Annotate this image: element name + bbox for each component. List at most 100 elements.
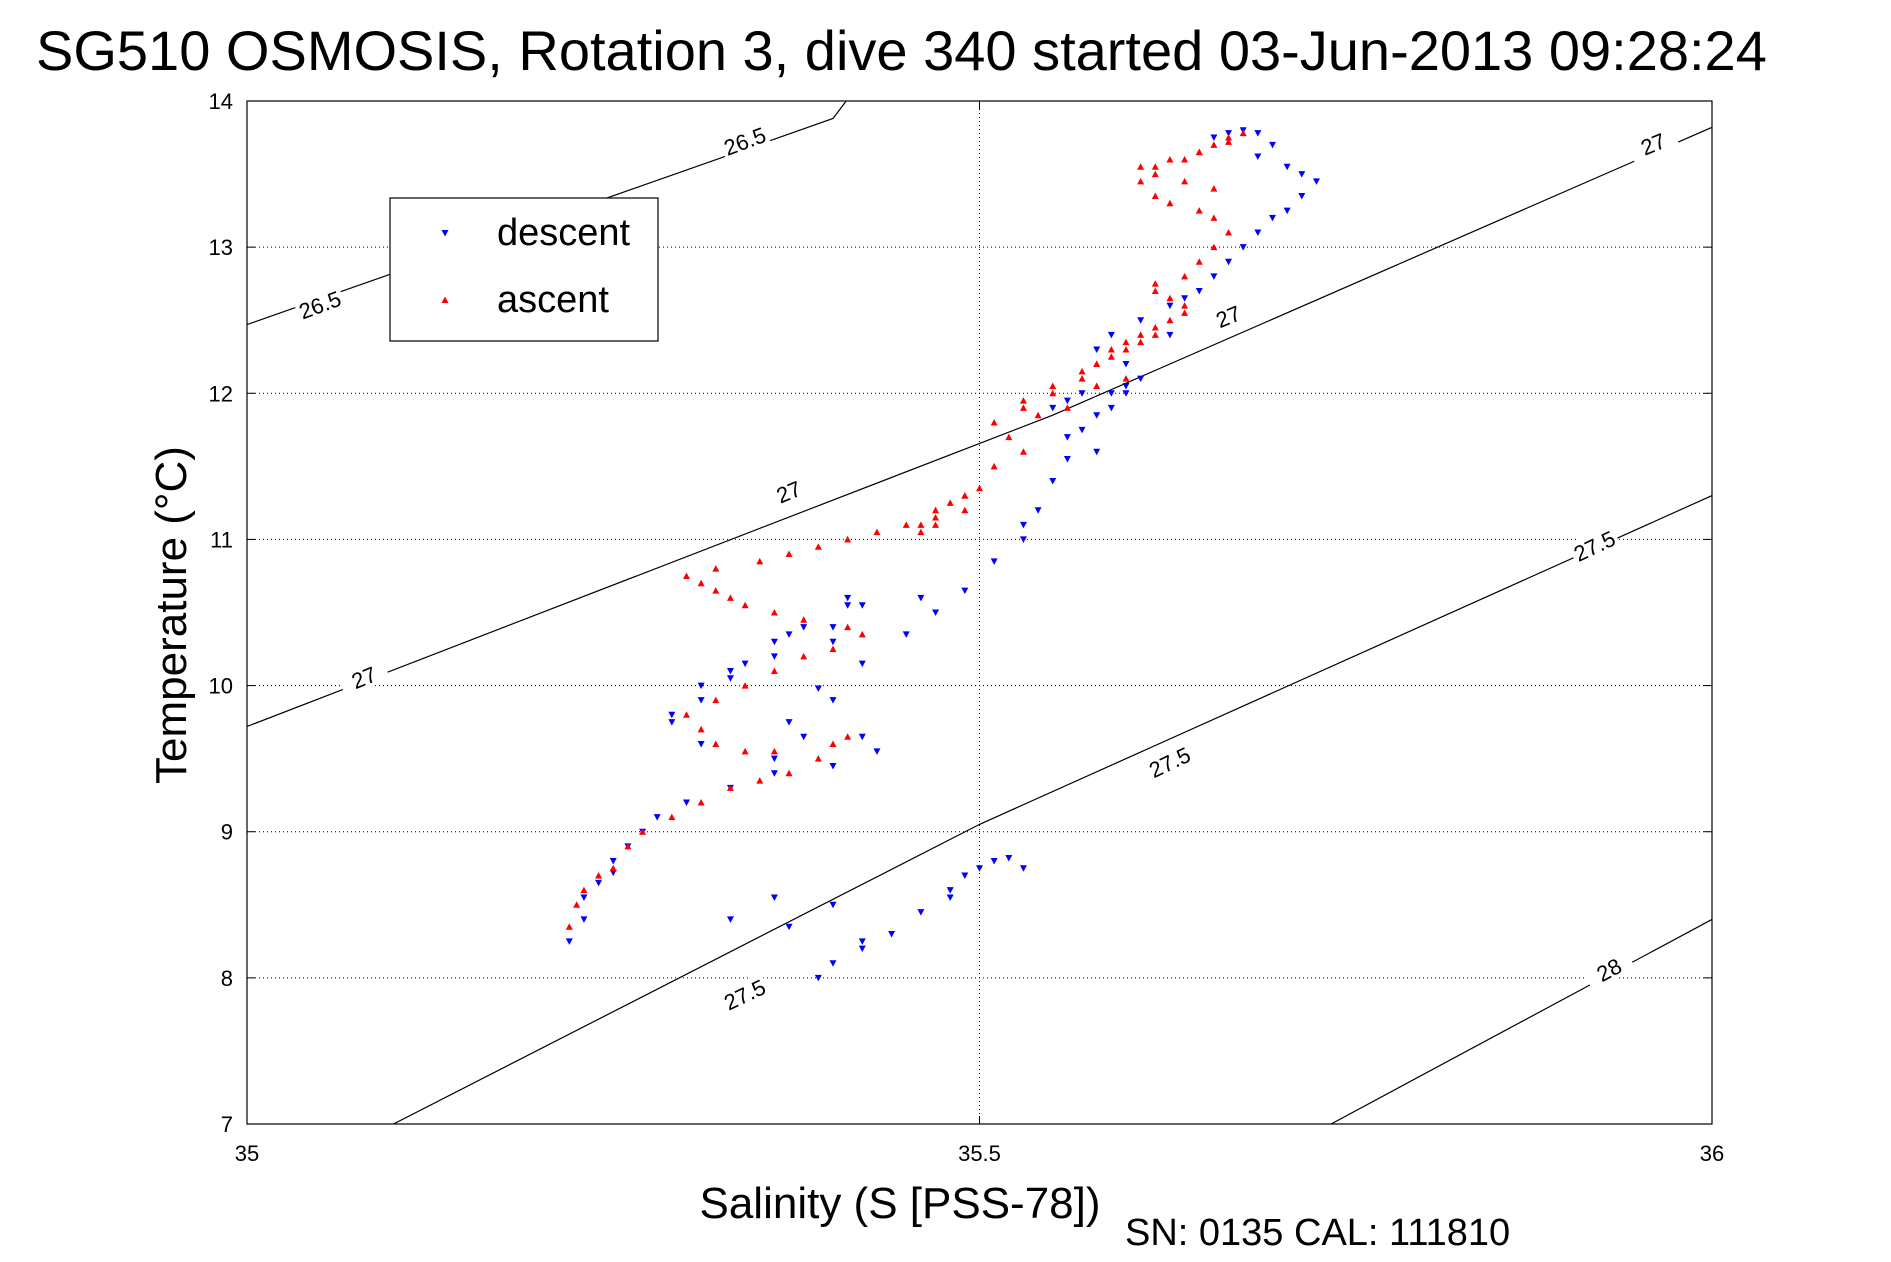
- ascent-point: [1107, 345, 1115, 353]
- descent-point: [1093, 448, 1101, 456]
- descent-point: [932, 609, 940, 616]
- ascent-point: [1166, 294, 1174, 302]
- descent-point: [697, 741, 705, 748]
- ascent-point: [1122, 338, 1130, 346]
- descent-point: [697, 682, 705, 690]
- descent-point: [609, 857, 617, 865]
- y-tick-label: 14: [209, 89, 233, 114]
- descent-point: [1166, 331, 1174, 339]
- ascent-point: [1181, 155, 1189, 163]
- ascent-point: [1078, 375, 1086, 382]
- ascent-point: [1195, 258, 1203, 265]
- descent-point: [829, 638, 837, 646]
- ascent-point: [946, 499, 954, 506]
- descent-point: [976, 865, 983, 872]
- ascent-point: [683, 711, 690, 718]
- descent-point: [770, 653, 778, 660]
- ascent-point: [844, 733, 852, 740]
- descent-point: [1210, 134, 1218, 142]
- density-contour-27.5: [393, 495, 1712, 1124]
- descent-point: [873, 748, 881, 755]
- y-tick-label: 10: [209, 674, 233, 699]
- descent-point: [580, 916, 588, 923]
- legend-marker-descent: [441, 230, 449, 237]
- legend-label-ascent: ascent: [497, 279, 609, 321]
- legend: descent ascent: [389, 197, 659, 342]
- ascent-point: [961, 492, 969, 499]
- contour-label-text: 26.5: [720, 122, 769, 160]
- ascent-point: [712, 696, 720, 704]
- ascent-point: [1019, 448, 1027, 455]
- contour-label-27.5: 27.5: [717, 972, 772, 1015]
- descent-point: [726, 675, 734, 682]
- descent-point: [683, 799, 690, 806]
- descent-point: [829, 960, 837, 967]
- ascent-point: [1151, 170, 1159, 178]
- descent-point: [888, 931, 896, 938]
- descent-point: [829, 901, 837, 909]
- ascent-point: [697, 579, 705, 587]
- descent-point: [800, 733, 808, 741]
- ascent-point: [712, 740, 720, 748]
- contour-label-backdrop: [1201, 295, 1255, 336]
- ascent-point: [1137, 163, 1145, 170]
- ascent-point: [1210, 214, 1218, 221]
- ascent-point: [917, 521, 925, 528]
- descent-point: [770, 755, 778, 763]
- serial-calibration-footer: SN: 0135 CAL: 111810: [1125, 1212, 1510, 1254]
- descent-point: [917, 594, 925, 602]
- ascent-point: [624, 842, 632, 850]
- descent-point: [946, 894, 954, 901]
- descent-point: [1034, 507, 1042, 514]
- ascent-point: [580, 886, 588, 894]
- chart-title: SG510 OSMOSIS, Rotation 3, dive 340 star…: [36, 19, 1767, 82]
- contour-label-backdrop: [1142, 740, 1196, 783]
- descent-point: [1078, 390, 1086, 397]
- descent-point: [829, 624, 837, 631]
- descent-point: [653, 814, 661, 821]
- ascent-point: [770, 747, 778, 755]
- descent-point: [1005, 855, 1013, 862]
- descent-point: [1122, 382, 1130, 390]
- descent-point: [1019, 521, 1027, 529]
- legend-box: [389, 197, 659, 342]
- ascent-point: [1107, 353, 1115, 360]
- contour-label-backdrop: [336, 656, 391, 697]
- ascent-point: [1225, 134, 1233, 141]
- ascent-point: [1019, 404, 1027, 411]
- descent-point: [1122, 390, 1130, 397]
- contour-label-text: 26.5: [296, 286, 345, 324]
- ascent-point: [573, 901, 581, 908]
- ascent-point: [1225, 138, 1233, 145]
- contour-label-backdrop: [1581, 946, 1636, 991]
- ascent-point: [712, 565, 720, 572]
- ascent-point: [990, 419, 998, 426]
- descent-point: [1195, 287, 1203, 295]
- ascent-point: [741, 682, 749, 689]
- ascent-point: [697, 725, 705, 733]
- ascent-point: [1137, 331, 1145, 338]
- descent-point: [1049, 477, 1057, 485]
- descent-point: [1166, 302, 1174, 310]
- ascent-point: [814, 755, 822, 762]
- ascent-point: [639, 828, 647, 835]
- descent-point: [946, 887, 954, 894]
- contour-label-27.5: 27.5: [1142, 740, 1196, 783]
- descent-point: [1298, 192, 1306, 200]
- ascent-point: [770, 667, 778, 674]
- descent-point: [1254, 229, 1262, 237]
- descent-point: [1107, 404, 1115, 412]
- ascent-point: [1137, 338, 1145, 346]
- ascent-point: [668, 813, 676, 821]
- descent-point: [1093, 346, 1101, 353]
- descent-point: [668, 711, 676, 719]
- ascent-point: [712, 587, 720, 594]
- ascent-point: [844, 535, 852, 543]
- descent-point: [1107, 390, 1115, 397]
- y-tick-label: 9: [221, 820, 233, 845]
- ascent-point: [1181, 302, 1189, 309]
- descent-point: [1254, 130, 1262, 137]
- descent-point: [902, 631, 910, 638]
- descent-point: [1078, 426, 1086, 434]
- ascent-point: [844, 623, 852, 631]
